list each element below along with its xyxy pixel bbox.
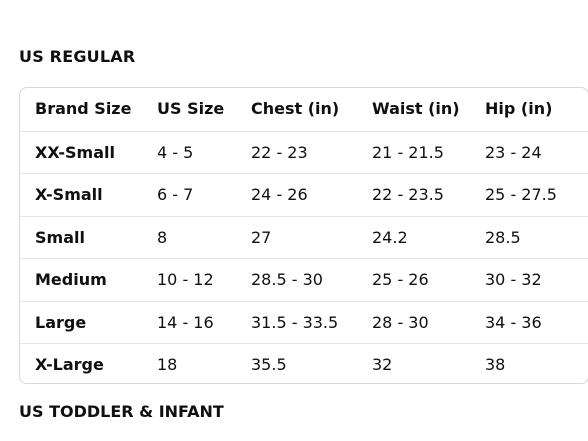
table-cell: 28.5 - 30 <box>251 270 323 289</box>
table-cell: 14 - 16 <box>157 312 214 332</box>
table-cell: 8 <box>157 227 168 247</box>
table-cell: 32 <box>372 355 393 374</box>
table-row: X-Large 18 35.5 32 38 <box>20 343 588 383</box>
table-cell: 28 - 30 <box>372 312 429 332</box>
table-cell: 30 - 32 <box>485 270 542 289</box>
table-cell: Large <box>35 312 87 332</box>
header-cell: Hip (in) <box>485 99 553 118</box>
next-section-title: US TODDLER & INFANT <box>19 402 224 421</box>
table-cell: 28.5 <box>485 227 521 247</box>
table-cell: 25 - 27.5 <box>485 185 557 204</box>
table-cell: 10 - 12 <box>157 270 214 289</box>
table-cell: 4 - 5 <box>157 142 194 162</box>
table-cell: XX-Small <box>35 142 115 162</box>
header-cell: US Size <box>157 99 225 118</box>
header-cell: Chest (in) <box>251 99 340 118</box>
header-row: Brand Size US Size Chest (in) Waist (in) Hip… <box>20 88 588 131</box>
table-cell: 22 - 23.5 <box>372 185 444 204</box>
size-table: Brand Size US Size Chest (in) Waist (in) Hip… <box>19 87 588 384</box>
section-title: US REGULAR <box>19 47 136 66</box>
table-cell: 34 - 36 <box>485 312 542 332</box>
table-cell: 22 - 23 <box>251 142 308 162</box>
table-cell: X-Small <box>35 185 103 204</box>
table-cell: 38 <box>485 355 506 374</box>
table-row: Large 14 - 16 31.5 - 33.5 28 - 30 34 - 36 <box>20 300 588 344</box>
table-cell: 35.5 <box>251 355 287 374</box>
table-cell: 31.5 - 33.5 <box>251 312 339 332</box>
table-cell: Medium <box>35 270 107 289</box>
table-cell: Small <box>35 227 85 247</box>
header-cell: Brand Size <box>35 99 132 118</box>
table-cell: 23 - 24 <box>485 142 542 162</box>
table-row: XX-Small 4 - 5 22 - 23 21 - 21.5 23 - 24 <box>20 130 588 174</box>
table-cell: 27 <box>251 227 272 247</box>
table-cell: 21 - 21.5 <box>372 142 444 162</box>
table-cell: 24.2 <box>372 227 408 247</box>
table-cell: 6 - 7 <box>157 185 194 204</box>
table-cell: 18 <box>157 355 178 374</box>
table-row: X-Small 6 - 7 24 - 26 22 - 23.5 25 - 27.5 <box>20 173 588 216</box>
table-cell: 25 - 26 <box>372 270 429 289</box>
table-row: Medium 10 - 12 28.5 - 30 25 - 26 30 - 32 <box>20 258 588 301</box>
header-cell: Waist (in) <box>372 99 460 118</box>
table-row: Small 8 27 24.2 28.5 <box>20 215 588 259</box>
table-cell: X-Large <box>35 355 104 374</box>
table-cell: 24 - 26 <box>251 185 308 204</box>
